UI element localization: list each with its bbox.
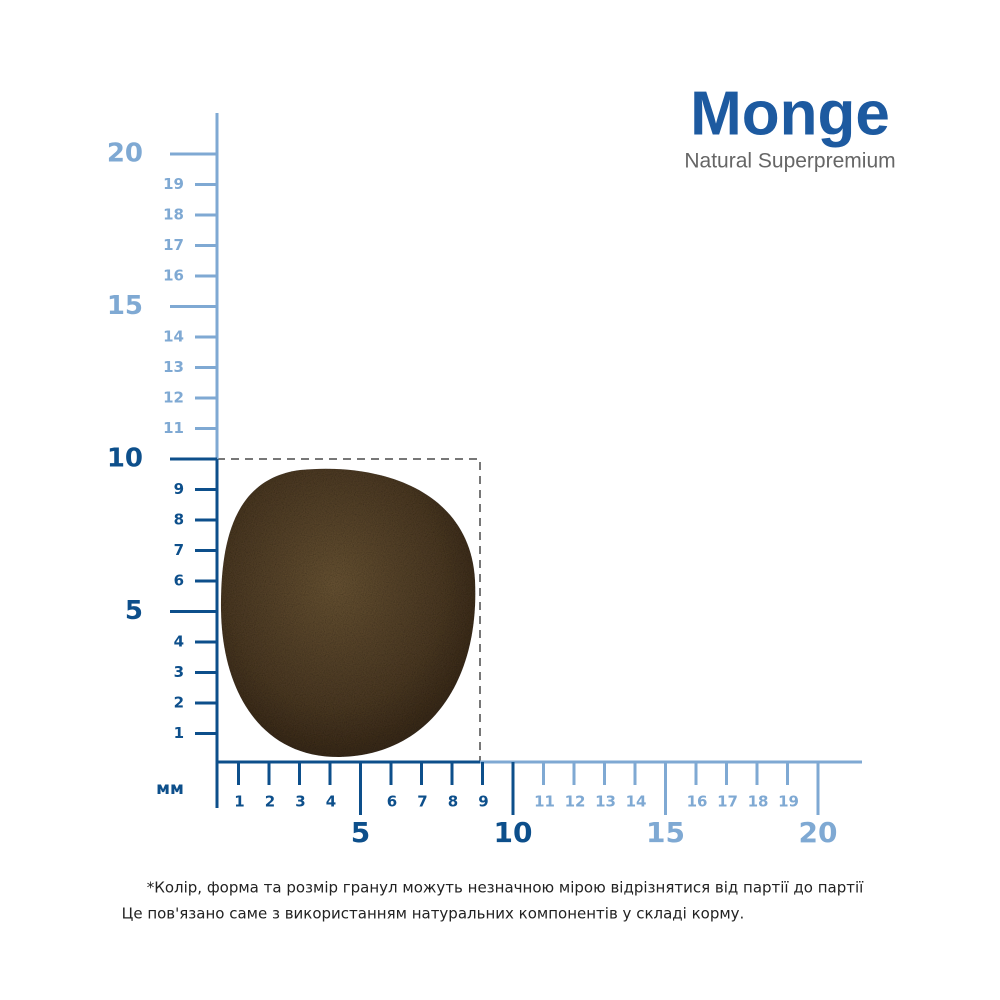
y-tick-label: 7 bbox=[174, 541, 184, 559]
x-tick-label: 11 bbox=[534, 793, 555, 811]
y-tick-label: 13 bbox=[163, 358, 184, 376]
y-tick-label: 11 bbox=[163, 419, 184, 437]
y-tick-label: 14 bbox=[163, 328, 184, 346]
y-tick-label: 17 bbox=[163, 236, 184, 254]
x-tick-label: 2 bbox=[265, 793, 275, 811]
y-tick-label: 6 bbox=[174, 572, 184, 590]
y-tick-label: 16 bbox=[163, 267, 184, 285]
x-tick-label: 17 bbox=[717, 793, 738, 811]
y-tick-label: 5 bbox=[125, 596, 143, 626]
unit-label: мм bbox=[156, 779, 184, 799]
y-tick-label: 19 bbox=[163, 175, 184, 193]
note-line: Це пов'язано саме з використанням натура… bbox=[122, 905, 745, 923]
x-tick-label: 14 bbox=[626, 793, 647, 811]
x-tick-label: 3 bbox=[295, 793, 305, 811]
y-tick-label: 4 bbox=[174, 633, 184, 651]
x-tick-label: 12 bbox=[565, 793, 586, 811]
size-box bbox=[217, 458, 481, 762]
y-tick-label: 18 bbox=[163, 206, 184, 224]
y-tick-label: 10 bbox=[107, 444, 143, 474]
y-tick-label: 20 bbox=[107, 139, 143, 169]
x-tick-label: 10 bbox=[494, 816, 533, 849]
x-tick-label: 9 bbox=[478, 793, 488, 811]
y-tick-label: 12 bbox=[163, 389, 184, 407]
y-tick-label: 1 bbox=[174, 724, 184, 742]
x-tick-label: 18 bbox=[748, 793, 769, 811]
y-tick-label: 2 bbox=[174, 694, 184, 712]
x-tick-label: 20 bbox=[799, 816, 838, 849]
note-line: *Колір, форма та розмір гранул можуть не… bbox=[147, 879, 864, 897]
x-tick-label: 4 bbox=[326, 793, 336, 811]
y-tick-label: 8 bbox=[174, 511, 184, 529]
y-tick-label: 9 bbox=[174, 480, 184, 498]
y-tick-label: 3 bbox=[174, 663, 184, 681]
x-tick-label: 13 bbox=[595, 793, 616, 811]
y-tick-label: 15 bbox=[107, 291, 143, 321]
x-tick-label: 1 bbox=[234, 793, 244, 811]
x-tick-label: 19 bbox=[778, 793, 799, 811]
x-tick-label: 15 bbox=[646, 816, 685, 849]
x-tick-label: 8 bbox=[448, 793, 458, 811]
x-tick-label: 5 bbox=[351, 816, 370, 849]
kibble bbox=[220, 468, 476, 758]
x-tick-label: 16 bbox=[687, 793, 708, 811]
x-tick-label: 6 bbox=[387, 793, 397, 811]
logo-tagline: Natural Superpremium bbox=[684, 150, 895, 173]
x-tick-label: 7 bbox=[417, 793, 427, 811]
logo-brand: Monge bbox=[690, 79, 890, 148]
